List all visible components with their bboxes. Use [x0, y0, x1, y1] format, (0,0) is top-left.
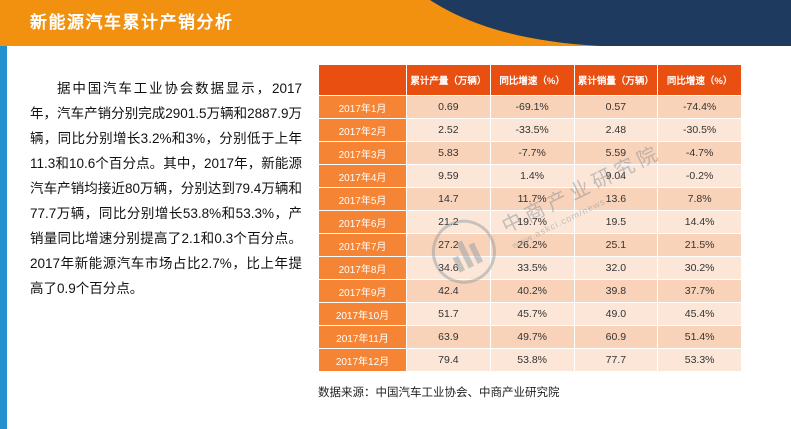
value-cell: 14.7 [406, 187, 491, 211]
value-cell: 13.6 [573, 187, 659, 211]
table-row: 2017年9月 42.4 40.2% 39.8 37.7% [318, 279, 742, 303]
table-row: 2017年6月 21.2 19.7% 19.5 14.4% [318, 210, 742, 234]
value-cell: -4.7% [657, 141, 742, 165]
month-cell: 2017年10月 [318, 302, 407, 326]
table-row: 2017年1月 0.69 -69.1% 0.57 -74.4% [318, 95, 742, 119]
value-cell: 25.1 [573, 233, 659, 257]
value-cell: 53.8% [489, 348, 575, 372]
table-row: 2017年7月 27.2 26.2% 25.1 21.5% [318, 233, 742, 257]
value-cell: -74.4% [657, 95, 742, 119]
value-cell: 0.57 [573, 95, 659, 119]
value-cell: 42.4 [406, 279, 491, 303]
value-cell: 79.4 [406, 348, 491, 372]
page-title: 新能源汽车累计产销分析 [30, 13, 234, 32]
value-cell: 34.6 [406, 256, 491, 280]
value-cell: 53.3% [657, 348, 742, 372]
table-body: 2017年1月 0.69 -69.1% 0.57 -74.4% 2017年2月 2.52 -3… [318, 95, 742, 372]
month-cell: 2017年3月 [318, 141, 407, 165]
value-cell: 32.0 [573, 256, 659, 280]
value-cell: 26.2% [489, 233, 575, 257]
value-cell: 45.7% [489, 302, 575, 326]
value-cell: 33.5% [489, 256, 575, 280]
month-cell: 2017年12月 [318, 348, 407, 372]
table-row: 2017年12月 79.4 53.8% 77.7 53.3% [318, 348, 742, 372]
value-cell: 5.83 [406, 141, 491, 165]
value-cell: -0.2% [657, 164, 742, 188]
value-cell: 21.5% [657, 233, 742, 257]
header-cell-sales-yoy: 同比增速（%） [657, 64, 742, 96]
value-cell: 49.7% [489, 325, 575, 349]
table-row: 2017年4月 9.59 1.4% 9.04 -0.2% [318, 164, 742, 188]
intro-paragraph: 据中国汽车工业协会数据显示，2017年，汽车产销分别完成2901.5万辆和288… [30, 81, 302, 296]
header-cell-production-yoy: 同比增速（%） [489, 64, 575, 96]
value-cell: 9.59 [406, 164, 491, 188]
value-cell: 63.9 [406, 325, 491, 349]
month-cell: 2017年8月 [318, 256, 407, 280]
month-cell: 2017年11月 [318, 325, 407, 349]
value-cell: 19.5 [573, 210, 659, 234]
value-cell: 11.7% [489, 187, 575, 211]
table-row: 2017年10月 51.7 45.7% 49.0 45.4% [318, 302, 742, 326]
value-cell: 14.4% [657, 210, 742, 234]
table-header-row: 累计产量（万辆） 同比增速（%） 累计销量（万辆） 同比增速（%） [318, 64, 742, 96]
value-cell: 60.9 [573, 325, 659, 349]
value-cell: 1.4% [489, 164, 575, 188]
value-cell: 21.2 [406, 210, 491, 234]
data-source: 数据来源：中国汽车工业协会、中商产业研究院 [318, 387, 560, 399]
month-cell: 2017年5月 [318, 187, 407, 211]
value-cell: 7.8% [657, 187, 742, 211]
value-cell: 0.69 [406, 95, 491, 119]
table-row: 2017年2月 2.52 -33.5% 2.48 -30.5% [318, 118, 742, 142]
header-cell-production: 累计产量（万辆） [406, 64, 491, 96]
value-cell: 27.2 [406, 233, 491, 257]
value-cell: 49.0 [573, 302, 659, 326]
value-cell: 30.2% [657, 256, 742, 280]
month-cell: 2017年6月 [318, 210, 407, 234]
data-table: 累计产量（万辆） 同比增速（%） 累计销量（万辆） 同比增速（%） 2017年1… [318, 64, 742, 372]
value-cell: 40.2% [489, 279, 575, 303]
header-bar: 新能源汽车累计产销分析 [0, 0, 791, 46]
value-cell: 5.59 [573, 141, 659, 165]
value-cell: -69.1% [489, 95, 575, 119]
header-cell-month [318, 64, 407, 96]
month-cell: 2017年4月 [318, 164, 407, 188]
value-cell: 2.52 [406, 118, 491, 142]
header-swoosh-shape [430, 0, 791, 46]
month-cell: 2017年7月 [318, 233, 407, 257]
table-row: 2017年3月 5.83 -7.7% 5.59 -4.7% [318, 141, 742, 165]
value-cell: 39.8 [573, 279, 659, 303]
value-cell: -7.7% [489, 141, 575, 165]
table-row: 2017年8月 34.6 33.5% 32.0 30.2% [318, 256, 742, 280]
value-cell: -33.5% [489, 118, 575, 142]
value-cell: 51.4% [657, 325, 742, 349]
value-cell: 77.7 [573, 348, 659, 372]
value-cell: 37.7% [657, 279, 742, 303]
table-area: 累计产量（万辆） 同比增速（%） 累计销量（万辆） 同比增速（%） 2017年1… [318, 64, 742, 372]
value-cell: -30.5% [657, 118, 742, 142]
table-row: 2017年5月 14.7 11.7% 13.6 7.8% [318, 187, 742, 211]
left-accent-bar [0, 46, 7, 429]
table-row: 2017年11月 63.9 49.7% 60.9 51.4% [318, 325, 742, 349]
value-cell: 19.7% [489, 210, 575, 234]
value-cell: 45.4% [657, 302, 742, 326]
value-cell: 51.7 [406, 302, 491, 326]
value-cell: 2.48 [573, 118, 659, 142]
month-cell: 2017年1月 [318, 95, 407, 119]
month-cell: 2017年9月 [318, 279, 407, 303]
month-cell: 2017年2月 [318, 118, 407, 142]
value-cell: 9.04 [573, 164, 659, 188]
header-cell-sales: 累计销量（万辆） [573, 64, 659, 96]
